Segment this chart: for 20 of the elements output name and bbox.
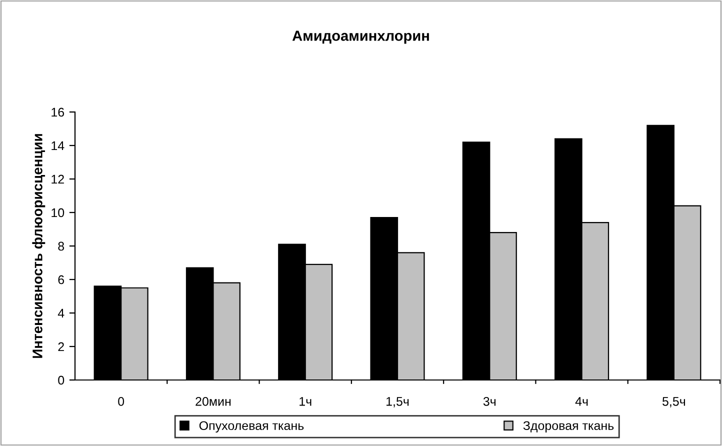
- legend-label: Здоровая ткань: [523, 421, 614, 433]
- x-tick-label: 4ч: [575, 397, 588, 406]
- y-tick-label: 6: [58, 275, 64, 284]
- y-tick-label: 0: [58, 376, 64, 385]
- y-tick-label: 14: [52, 141, 64, 150]
- y-tick-label: 12: [52, 174, 64, 184]
- y-tick-label: 16: [52, 108, 64, 117]
- y-tick-label: 4: [58, 308, 64, 318]
- x-tick-label: 1,5ч: [386, 397, 409, 408]
- x-tick-label: 3ч: [483, 396, 496, 406]
- x-tick-label: 1ч: [300, 397, 312, 406]
- y-axis-title: Интенсивность флюорисценции: [32, 134, 46, 358]
- chart-title: Амидоаминхлорин: [292, 30, 429, 44]
- x-tick-label: 5,5ч: [662, 397, 686, 408]
- x-tick-label: 0: [118, 396, 124, 406]
- y-tick-label: 8: [58, 242, 64, 251]
- x-tick-label: 20мин: [196, 396, 231, 406]
- y-tick-label: 10: [52, 208, 64, 218]
- legend-label: Опухолевая ткань: [199, 421, 304, 433]
- y-tick-label: 2: [58, 342, 64, 352]
